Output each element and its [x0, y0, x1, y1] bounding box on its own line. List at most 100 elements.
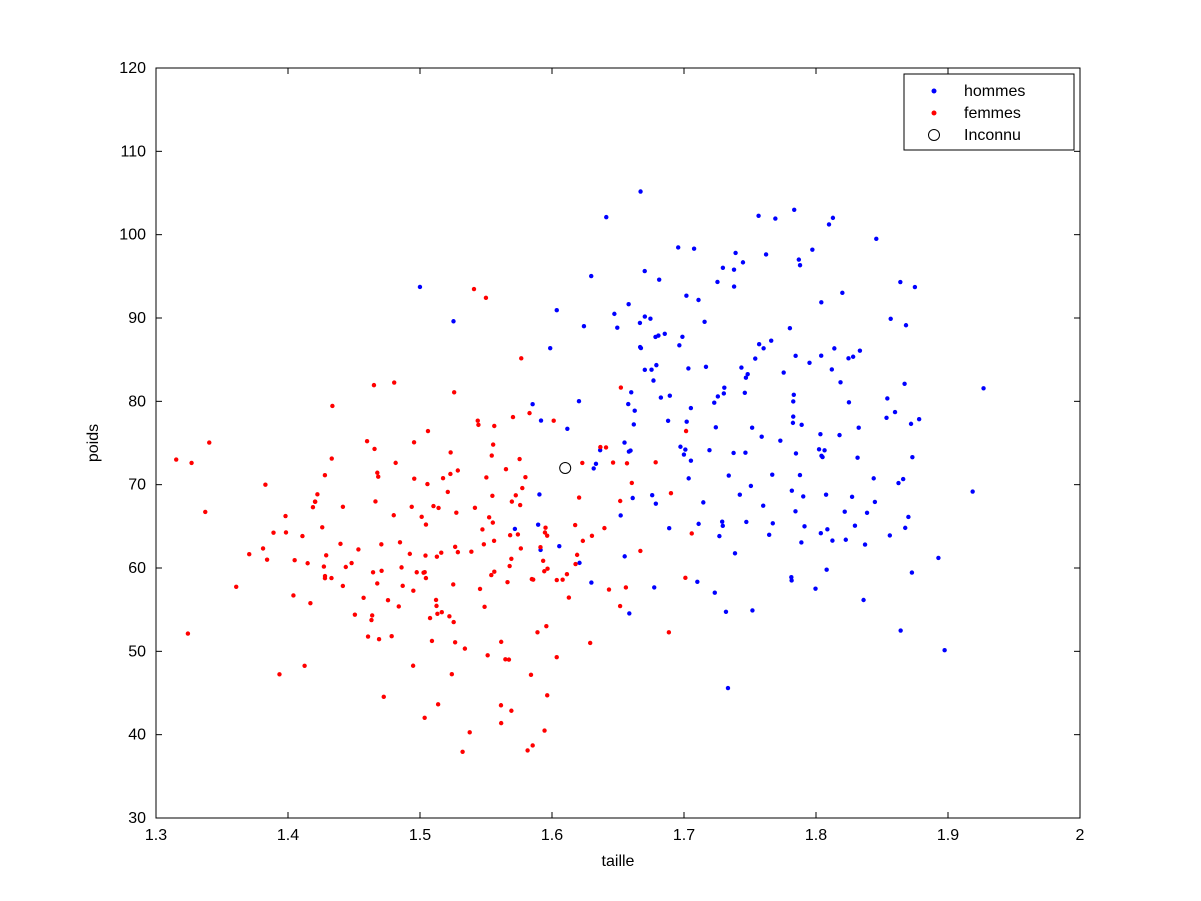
point — [548, 346, 552, 350]
point — [733, 551, 737, 555]
point — [441, 476, 445, 480]
point — [628, 448, 632, 452]
point — [484, 296, 488, 300]
point — [401, 584, 405, 588]
point — [820, 455, 824, 459]
point — [618, 499, 622, 503]
point — [654, 363, 658, 367]
point — [798, 263, 802, 267]
y-tick-label: 30 — [128, 810, 146, 827]
point — [791, 414, 795, 418]
point — [712, 401, 716, 405]
point — [411, 588, 415, 592]
point — [791, 421, 795, 425]
point — [858, 348, 862, 352]
point — [565, 427, 569, 431]
point — [271, 530, 275, 534]
point — [981, 386, 985, 390]
point — [837, 433, 841, 437]
point — [542, 569, 546, 573]
y-tick-label: 50 — [128, 643, 146, 660]
point — [476, 423, 480, 427]
point — [846, 356, 850, 360]
point — [598, 445, 602, 449]
point — [631, 496, 635, 500]
point — [667, 630, 671, 634]
point — [745, 372, 749, 376]
point — [567, 595, 571, 599]
point — [716, 394, 720, 398]
y-tick-label: 80 — [128, 393, 146, 410]
point — [450, 672, 454, 676]
point — [453, 640, 457, 644]
point — [797, 257, 801, 261]
point — [722, 385, 726, 389]
point — [480, 527, 484, 531]
point — [393, 461, 397, 465]
point — [761, 346, 765, 350]
point — [649, 368, 653, 372]
y-tick-label: 100 — [119, 227, 146, 244]
point — [555, 308, 559, 312]
point — [756, 214, 760, 218]
point — [902, 382, 906, 386]
point — [904, 323, 908, 327]
point — [686, 366, 690, 370]
point — [349, 561, 353, 565]
point — [330, 456, 334, 460]
point — [695, 580, 699, 584]
point — [750, 608, 754, 612]
point — [291, 593, 295, 597]
point — [643, 368, 647, 372]
point — [575, 553, 579, 557]
point — [792, 393, 796, 397]
point — [732, 284, 736, 288]
point — [430, 639, 434, 643]
point — [651, 378, 655, 382]
point — [330, 404, 334, 408]
point — [492, 569, 496, 573]
x-tick-label: 1.6 — [541, 827, 563, 844]
point — [778, 438, 782, 442]
point — [451, 319, 455, 323]
point — [341, 505, 345, 509]
point — [453, 545, 457, 549]
point — [896, 481, 900, 485]
point — [377, 637, 381, 641]
point — [435, 612, 439, 616]
point — [653, 335, 657, 339]
point — [508, 533, 512, 537]
point — [909, 422, 913, 426]
point — [505, 580, 509, 584]
point — [320, 525, 324, 529]
point — [594, 462, 598, 466]
point — [604, 445, 608, 449]
point — [764, 252, 768, 256]
point — [910, 455, 914, 459]
point — [884, 416, 888, 420]
point — [415, 570, 419, 574]
point — [650, 493, 654, 497]
point — [732, 267, 736, 271]
point — [696, 298, 700, 302]
point — [799, 540, 803, 544]
point — [689, 458, 693, 462]
point — [499, 721, 503, 725]
point — [369, 618, 373, 622]
point — [468, 730, 472, 734]
point — [744, 520, 748, 524]
point — [517, 457, 521, 461]
point — [853, 524, 857, 528]
point — [440, 610, 444, 614]
point — [560, 577, 564, 581]
point — [322, 564, 326, 568]
legend: hommesfemmesInconnu — [904, 74, 1074, 150]
point — [612, 312, 616, 316]
point — [714, 425, 718, 429]
point — [872, 476, 876, 480]
point — [482, 542, 486, 546]
series-femmes — [174, 287, 694, 754]
point — [722, 391, 726, 395]
point — [917, 417, 921, 421]
legend-marker-dot — [932, 89, 937, 94]
